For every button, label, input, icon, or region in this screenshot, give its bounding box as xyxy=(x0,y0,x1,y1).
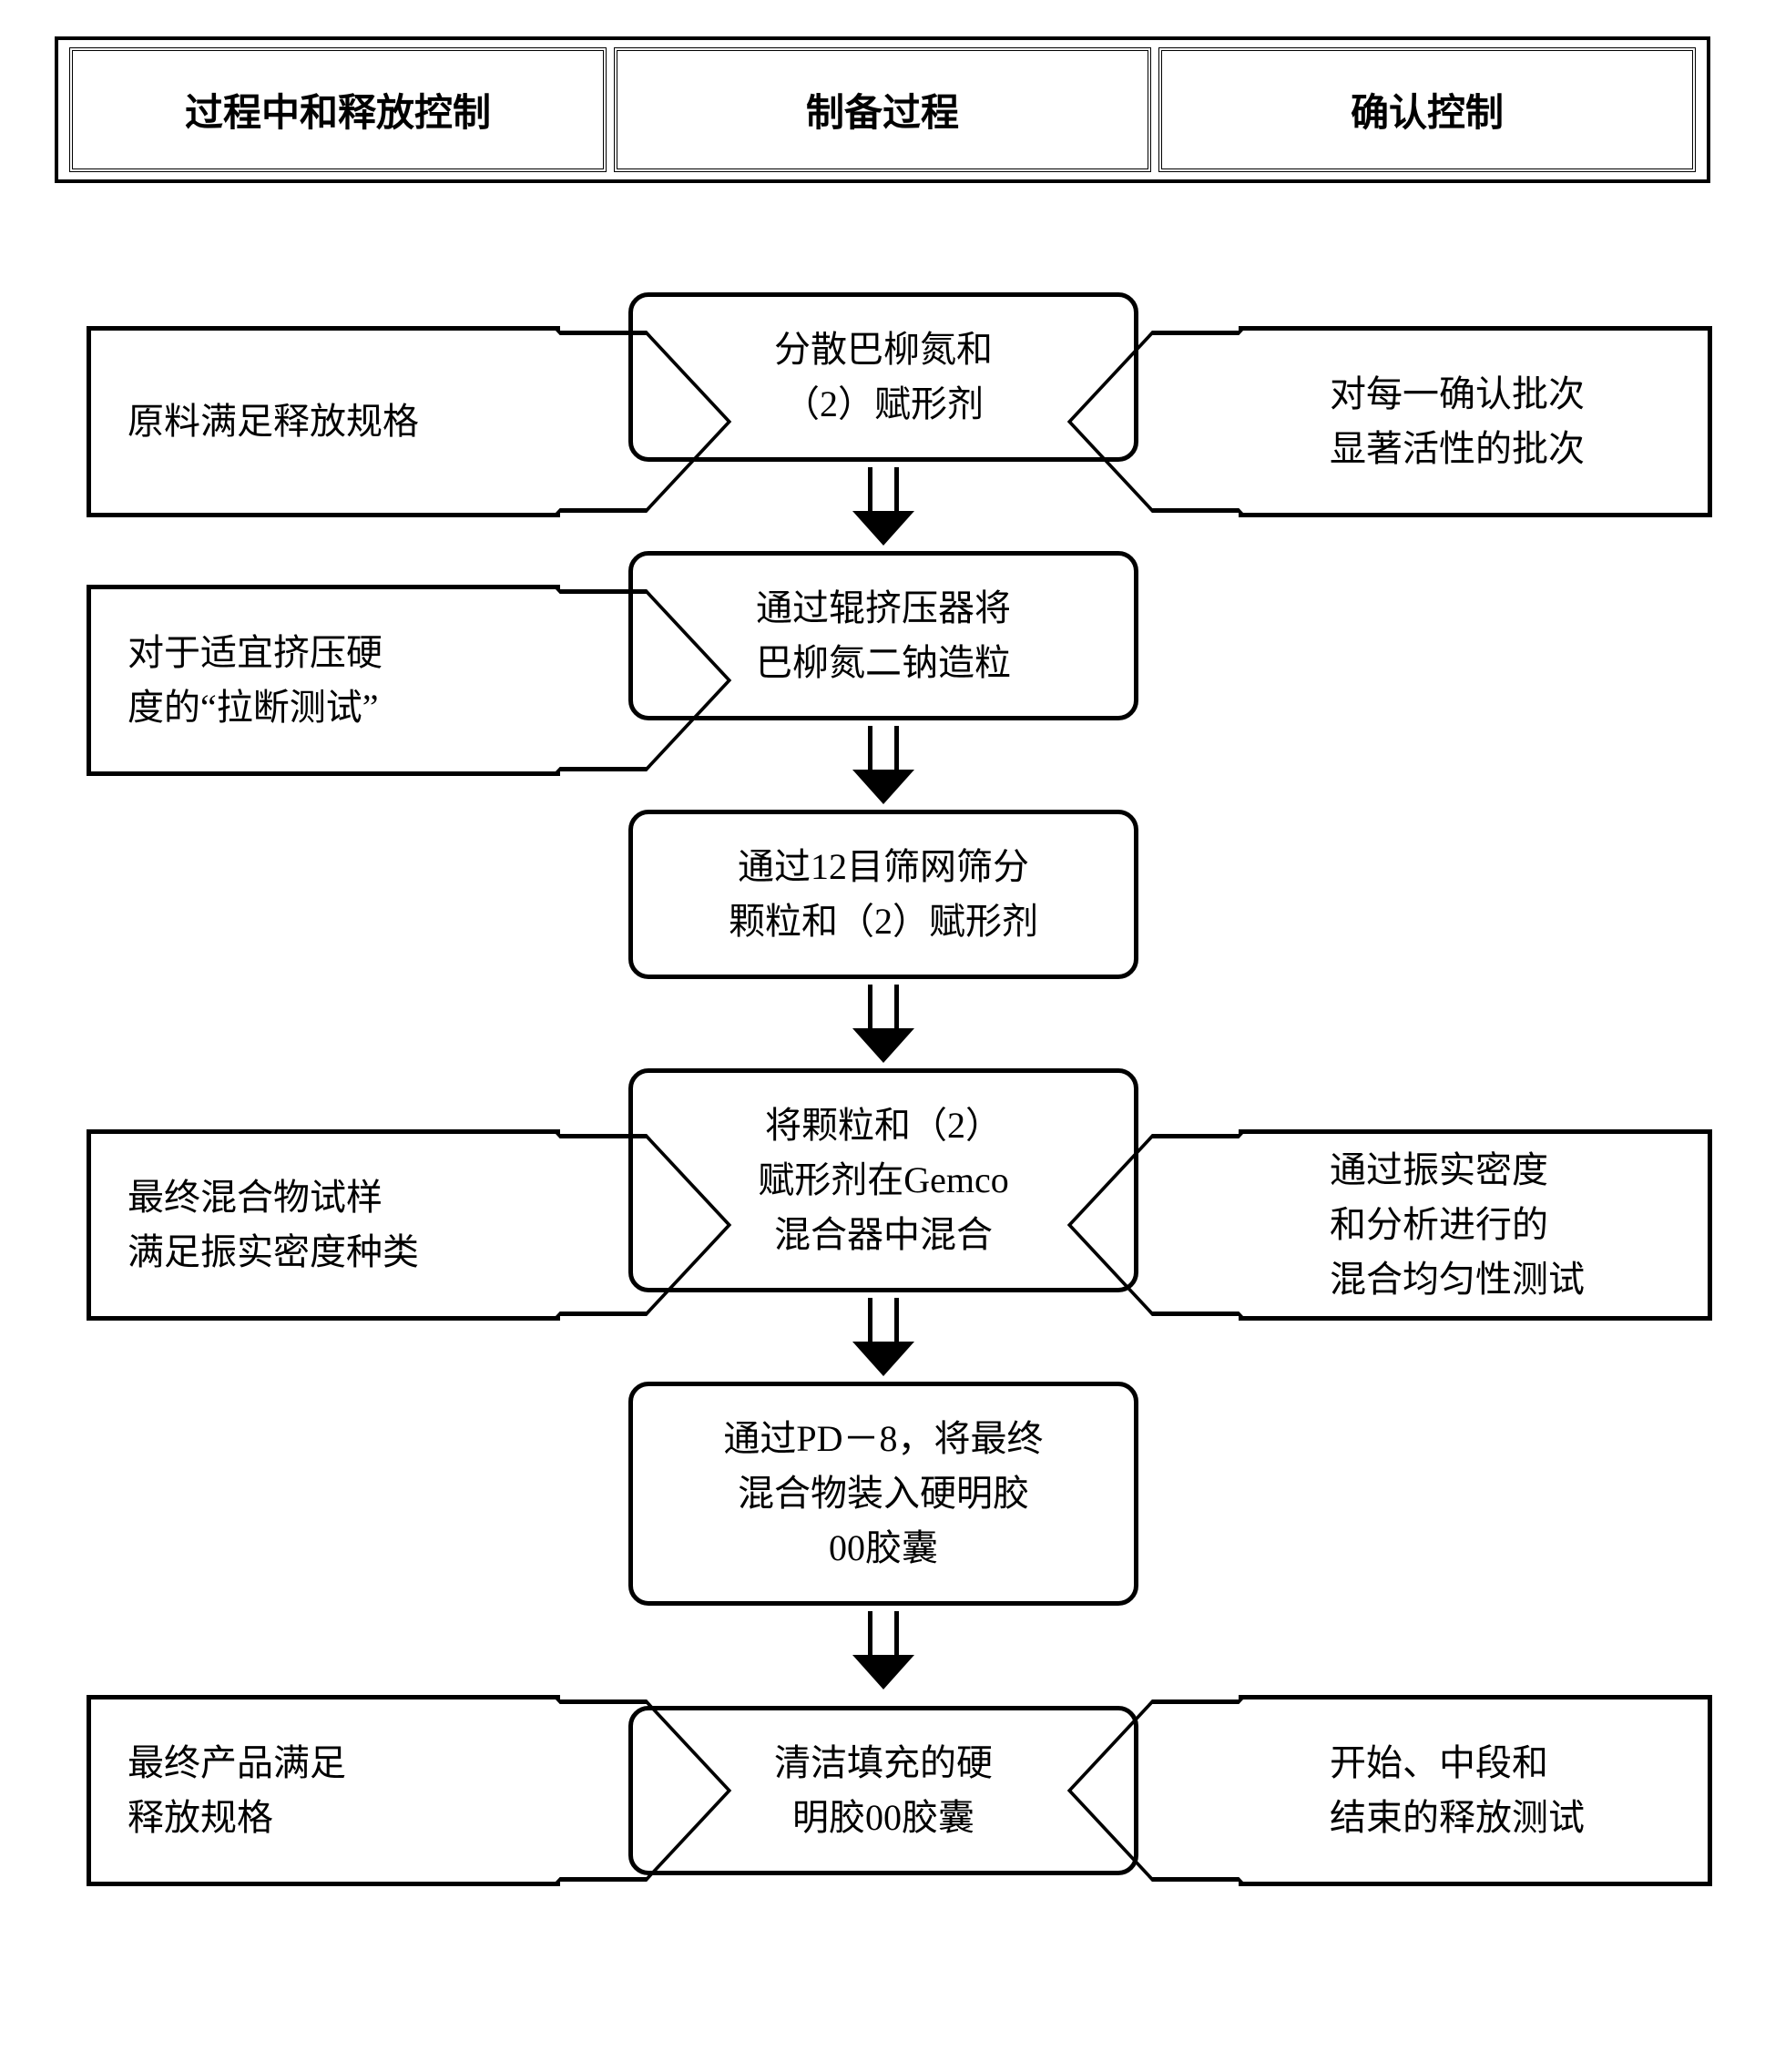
row-4-center: 通过PD－8，将最终混合物装入硬明胶00胶囊 xyxy=(592,1382,1175,1695)
process-box: 通过12目筛网筛分颗粒和（2）赋形剂 xyxy=(628,810,1138,979)
down-arrow-icon xyxy=(852,985,914,1063)
down-arrow-icon xyxy=(852,1611,914,1689)
row-3-right: 通过振实密度和分析进行的混合均匀性测试 xyxy=(1175,1068,1712,1382)
tag-text: 最终产品满足释放规格 xyxy=(128,1736,346,1845)
control-tag-right: 开始、中段和结束的释放测试 xyxy=(1239,1695,1712,1886)
control-tag-left: 最终混合物试样满足振实密度种类 xyxy=(87,1129,560,1321)
tag-text: 原料满足释放规格 xyxy=(128,394,419,449)
row-4-left xyxy=(55,1382,592,1695)
process-wrap: 通过12目筛网筛分颗粒和（2）赋形剂 xyxy=(628,810,1138,1068)
process-box: 通过PD－8，将最终混合物装入硬明胶00胶囊 xyxy=(628,1382,1138,1606)
header-left: 过程中和释放控制 xyxy=(69,47,607,172)
row-2-right xyxy=(1175,810,1712,1068)
flowchart-page: 过程中和释放控制 制备过程 确认控制 原料满足释放规格 分散巴柳氮和（2）赋形剂… xyxy=(0,0,1765,1923)
down-arrow-icon xyxy=(852,726,914,804)
row-5-right: 开始、中段和结束的释放测试 xyxy=(1175,1695,1712,1886)
process-text: 分散巴柳氮和（2）赋形剂 xyxy=(774,329,993,424)
row-1-right xyxy=(1175,551,1712,810)
tag-text: 对每一确认批次显著活性的批次 xyxy=(1330,367,1585,476)
process-text: 将颗粒和（2）赋形剂在Gemco混合器中混合 xyxy=(758,1105,1009,1255)
row-2-center: 通过12目筛网筛分颗粒和（2）赋形剂 xyxy=(592,810,1175,1068)
row-0-left: 原料满足释放规格 xyxy=(55,292,592,551)
control-tag-left: 对于适宜挤压硬度的“拉断测试” xyxy=(87,585,560,776)
tag-text: 通过振实密度和分析进行的混合均匀性测试 xyxy=(1330,1143,1585,1307)
process-wrap: 通过PD－8，将最终混合物装入硬明胶00胶囊 xyxy=(628,1382,1138,1695)
process-text: 通过12目筛网筛分颗粒和（2）赋形剂 xyxy=(729,846,1038,942)
process-text: 通过PD－8，将最终混合物装入硬明胶00胶囊 xyxy=(723,1418,1043,1568)
tag-text: 开始、中段和结束的释放测试 xyxy=(1330,1736,1585,1845)
header-row: 过程中和释放控制 制备过程 确认控制 xyxy=(55,36,1710,183)
row-2-left xyxy=(55,810,592,1068)
control-tag-right: 对每一确认批次显著活性的批次 xyxy=(1239,326,1712,517)
control-tag-right: 通过振实密度和分析进行的混合均匀性测试 xyxy=(1239,1129,1712,1321)
header-right: 确认控制 xyxy=(1158,47,1696,172)
header-center: 制备过程 xyxy=(614,47,1151,172)
row-4-right xyxy=(1175,1382,1712,1695)
control-tag-left: 最终产品满足释放规格 xyxy=(87,1695,560,1886)
tag-text: 对于适宜挤压硬度的“拉断测试” xyxy=(128,626,383,735)
down-arrow-icon xyxy=(852,1298,914,1376)
row-5-left: 最终产品满足释放规格 xyxy=(55,1695,592,1886)
process-box: 将颗粒和（2）赋形剂在Gemco混合器中混合 xyxy=(628,1068,1138,1292)
down-arrow-icon xyxy=(852,467,914,546)
tag-text: 最终混合物试样满足振实密度种类 xyxy=(128,1170,419,1280)
row-1-left: 对于适宜挤压硬度的“拉断测试” xyxy=(55,551,592,810)
process-text: 清洁填充的硬明胶00胶囊 xyxy=(774,1742,993,1838)
row-0-right: 对每一确认批次显著活性的批次 xyxy=(1175,292,1712,551)
row-3-left: 最终混合物试样满足振实密度种类 xyxy=(55,1068,592,1382)
control-tag-left: 原料满足释放规格 xyxy=(87,326,560,517)
flowchart-grid: 原料满足释放规格 分散巴柳氮和（2）赋形剂 对每一确认批次显著活性的批次 对于适… xyxy=(55,292,1710,1886)
process-text: 通过辊挤压器将巴柳氮二钠造粒 xyxy=(756,587,1011,683)
